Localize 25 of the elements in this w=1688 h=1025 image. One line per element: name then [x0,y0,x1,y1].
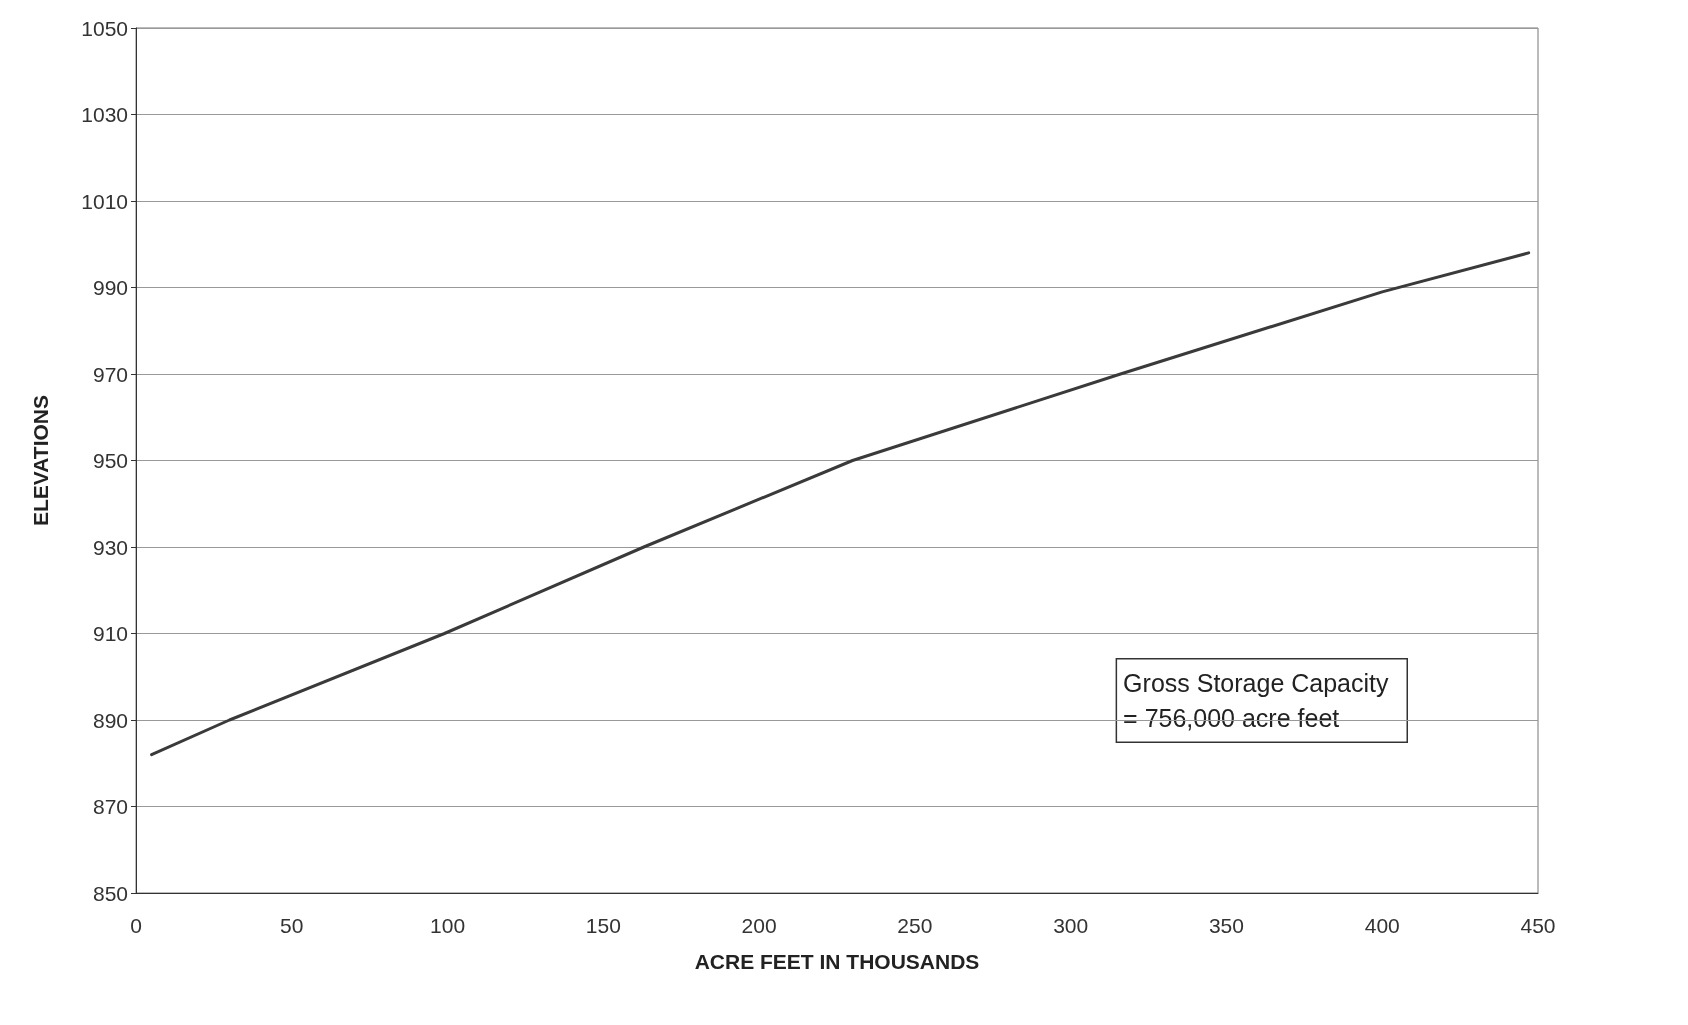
line-series [150,251,1531,757]
y-tick-label: 970 [92,362,128,386]
y-tick-label: 850 [92,881,128,905]
y-tick-label: 1050 [81,16,128,40]
x-tick-label: 100 [430,914,466,937]
x-tick-label: 0 [130,914,142,937]
x-tick-label: 300 [1053,914,1089,937]
x-axis-title: ACRE FEET IN THOUSANDS [694,950,980,973]
y-tick-label: 950 [92,449,128,472]
y-tick-label: 930 [92,535,128,559]
y-axis-title: ELEVATIONS [29,394,52,527]
x-tick-label: 350 [1208,914,1244,937]
y-tick-label: 990 [92,276,128,299]
x-tick-label: 250 [897,914,933,937]
x-tick-label: 50 [280,914,304,937]
y-tick-label: 1030 [81,103,128,126]
annotation: Gross Storage Capacity = 756,000 acre feet [1123,669,1389,732]
x-tick-label: 450 [1520,914,1556,937]
y-tick-label: 910 [92,622,128,645]
y-tick-label: 1010 [81,189,128,213]
y-tick-label: 890 [92,708,128,732]
x-tick-label: 400 [1364,914,1400,937]
y-tick-label: 870 [92,795,128,818]
x-tick-label: 150 [585,914,621,937]
x-tick-label: 200 [741,914,777,937]
